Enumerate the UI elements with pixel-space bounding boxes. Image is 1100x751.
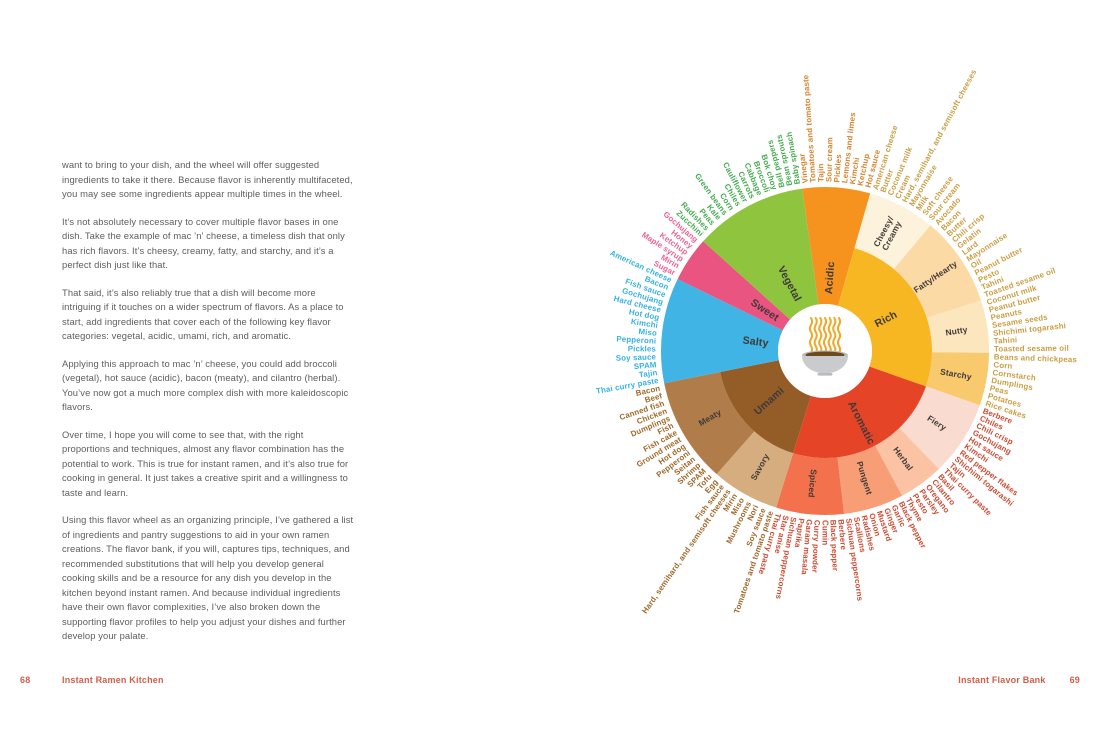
body-paragraph: It’s not absolutely necessary to cover m… [62, 215, 345, 271]
wedge-umami [720, 360, 811, 454]
wedge-vegetal [703, 188, 819, 320]
ingredient-label: Tajin [638, 368, 658, 379]
wedge-cheesy-creamy [854, 193, 931, 270]
body-paragraph: That said, it’s also reliably true that … [62, 286, 344, 342]
footer-right: Instant Flavor Bank 69 [958, 675, 1080, 685]
ingredient-label: Peas [989, 384, 1010, 397]
ingredient-label: Soy sauce [616, 352, 657, 362]
ingredient-label: Pickles [832, 153, 843, 182]
ingredient-label: Beans and chickpeas [994, 352, 1078, 364]
page-number-right: 69 [1069, 675, 1080, 685]
body-paragraph: want to bring to your dish, and the whee… [62, 159, 353, 199]
wedge-fiery [899, 386, 980, 469]
wedge-savory [716, 431, 794, 508]
ingredient-label: Paprika [793, 518, 806, 549]
ingredient-label: Berbere [836, 519, 848, 551]
ingredient-label: Pickles [628, 344, 657, 353]
wedge-pungent [837, 445, 902, 514]
running-head-right: Instant Flavor Bank [958, 675, 1046, 685]
wedge-fatty-hearty [893, 225, 981, 318]
body-paragraph: Over time, I hope you will come to see t… [62, 428, 349, 498]
body-paragraph: Using this flavor wheel as an organizing… [62, 514, 354, 641]
ingredient-label: Corn [993, 360, 1013, 371]
body-paragraph: Applying this approach to mac ’n’ cheese… [62, 357, 349, 413]
wedge-meaty [664, 372, 755, 475]
wedge-herbal [875, 427, 939, 496]
category-label: Acidic [823, 261, 837, 294]
ingredient-label: Hard, semihard, and semisoft cheeses [640, 487, 733, 615]
ingredient-label: Vinegar [797, 153, 809, 184]
body-text: want to bring to your dish, and the whee… [62, 158, 354, 657]
ingredient-label: Kimchi [630, 317, 658, 330]
ingredient-label: SPAM [633, 360, 657, 371]
ingredient-label: Tahini [993, 335, 1017, 345]
ingredient-label: Toasted sesame oil [994, 344, 1069, 354]
ingredient-label: Pepperoni [616, 334, 656, 345]
running-head-left: Instant Ramen Kitchen [62, 675, 164, 685]
wedge-spiced [776, 453, 845, 515]
page-number-left: 68 [20, 675, 31, 685]
ingredient-label: Cumin [821, 520, 830, 545]
footer-left: 68 Instant Ramen Kitchen [0, 675, 164, 685]
wedge-nutty [926, 300, 989, 353]
subcategory-label: Nutty [945, 324, 969, 337]
subcategory-label: Spiced [806, 469, 819, 498]
category-label: Salty [742, 334, 769, 349]
wedge-starchy [925, 352, 989, 406]
ingredient-label: Miso [638, 327, 657, 338]
wedge-sweet [677, 241, 791, 331]
ingredient-label: Black pepper [828, 520, 839, 572]
ingredient-label: Curry powder [810, 520, 821, 573]
wedge-aromatic [793, 366, 926, 458]
ingredient-label: Sour cream [824, 137, 834, 182]
wedge-acidic [802, 187, 871, 306]
ingredient-label: Kimchi [848, 157, 861, 185]
wedge-rich [837, 248, 932, 387]
ingredient-label: Tajin [816, 163, 825, 182]
ingredient-label: Hard, semihard, and semisoft cheeses [900, 67, 978, 203]
wedge-salty [661, 279, 783, 384]
ramen-bowl-icon [802, 316, 848, 376]
